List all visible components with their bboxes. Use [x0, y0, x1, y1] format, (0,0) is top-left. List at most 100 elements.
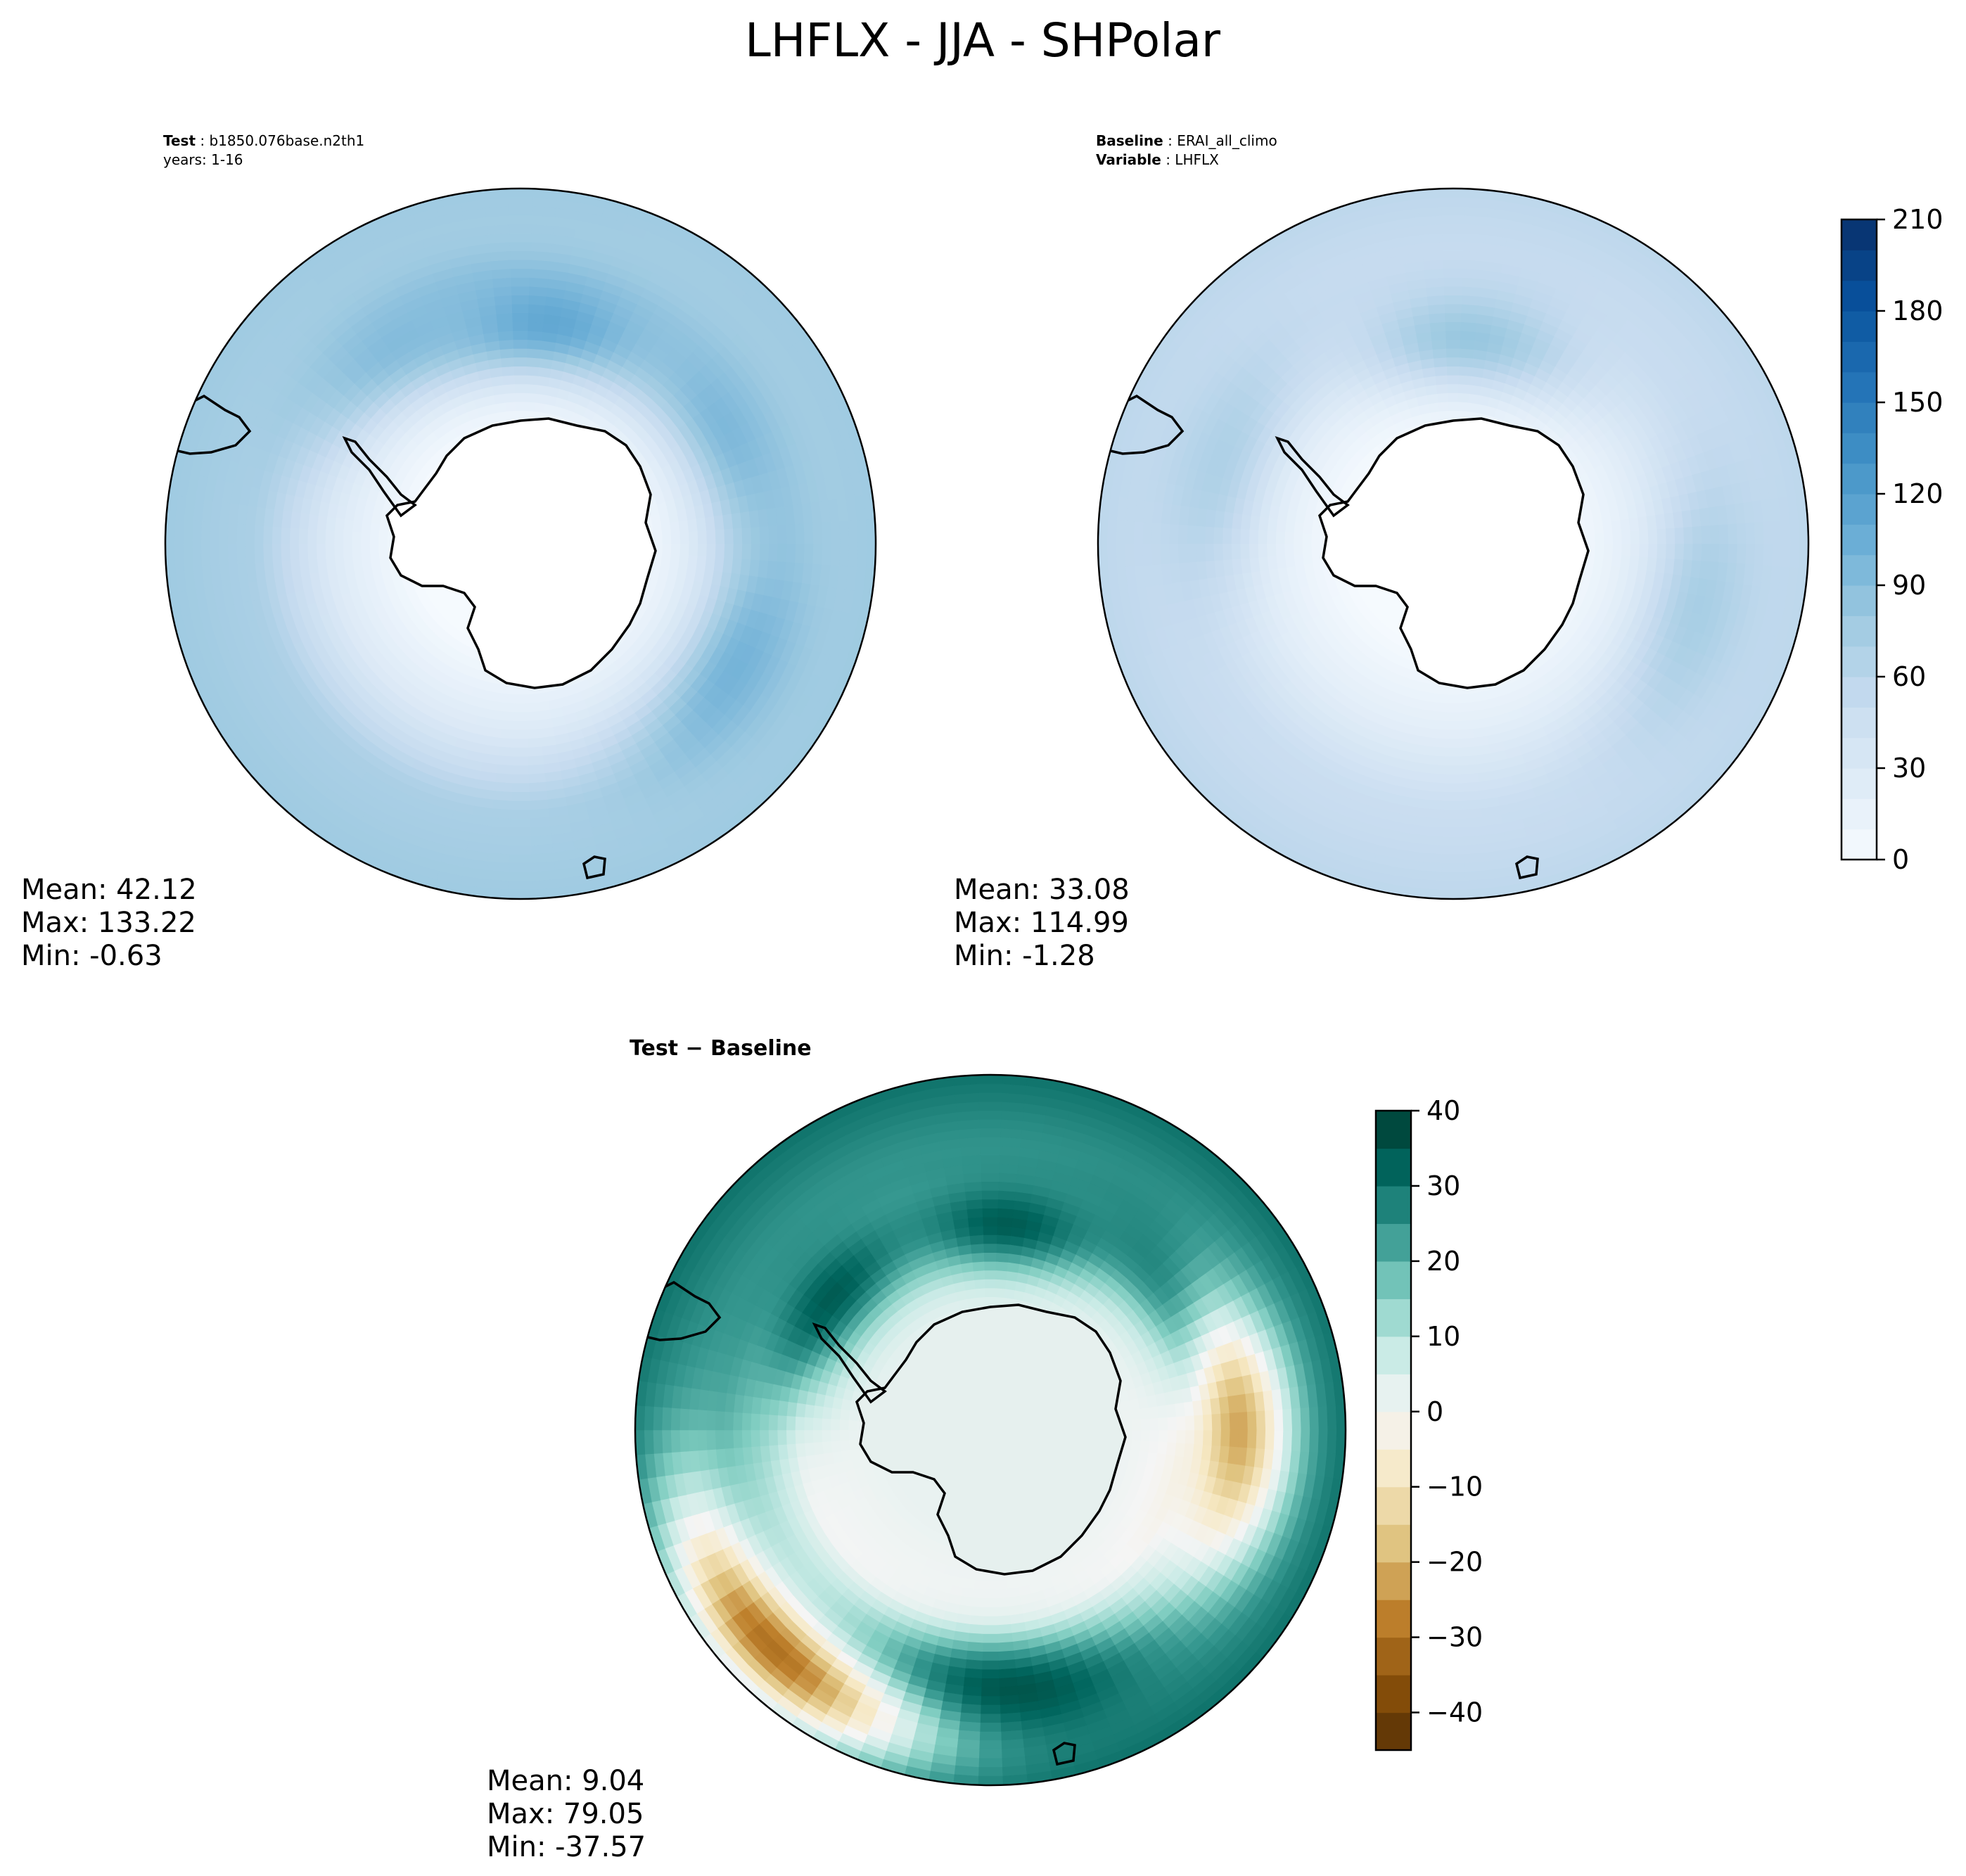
field-cell	[492, 277, 512, 288]
field-cell	[696, 556, 707, 570]
field-cell	[316, 543, 326, 559]
field-cell	[509, 241, 532, 251]
field-cell	[687, 518, 698, 532]
field-cell	[528, 303, 546, 314]
field-cell	[343, 555, 354, 569]
field-cell	[487, 233, 511, 244]
field-cell	[531, 215, 556, 226]
field-cell	[503, 383, 516, 394]
field-cell	[245, 543, 255, 563]
field-cell	[378, 533, 388, 544]
field-cell	[670, 532, 681, 544]
field-cell	[660, 553, 672, 566]
field-cell	[325, 556, 336, 572]
field-cell	[527, 339, 542, 350]
field-cell	[511, 286, 530, 296]
field-cell	[253, 525, 264, 544]
figure-title: LHFLX - JJA - SHPolar	[745, 13, 1221, 68]
field-cell	[343, 518, 354, 532]
field-cell	[525, 393, 537, 403]
field-cell	[253, 543, 264, 563]
field-cell	[289, 527, 300, 544]
field-cell	[508, 197, 533, 207]
field-cell	[227, 543, 238, 565]
test-panel: Test : b1850.076base.n2th1 years: 1-16 M…	[21, 132, 877, 972]
baseline-header-line2: Variable : LHFLX	[1096, 151, 1219, 168]
field-cell	[324, 530, 335, 544]
field-cell	[227, 523, 238, 544]
field-cell	[529, 799, 549, 810]
field-cell	[751, 526, 761, 544]
field-cell	[492, 384, 505, 395]
field-cell	[333, 530, 344, 544]
field-cell	[724, 528, 734, 544]
field-cell	[490, 826, 511, 837]
test-years-label: years: 1-16	[163, 151, 243, 168]
field-cell	[803, 543, 814, 565]
field-cell	[307, 513, 319, 530]
field-cell	[509, 836, 532, 846]
baseline-panel: Baseline : ERAI_all_climo Variable : LHF…	[954, 132, 1943, 972]
field-cell	[182, 520, 193, 544]
field-cell	[525, 702, 539, 713]
field-cell	[493, 286, 513, 297]
field-cell	[511, 783, 530, 793]
field-cell	[759, 525, 770, 544]
field-cell	[525, 374, 539, 385]
variable-header-key: Variable	[1096, 151, 1161, 168]
field-cell	[351, 543, 362, 556]
field-cell	[865, 518, 876, 544]
field-cell	[503, 694, 516, 704]
field-cell	[316, 529, 326, 544]
field-cell	[490, 817, 511, 829]
field-cell	[530, 250, 551, 262]
field-cell	[499, 729, 515, 739]
field-cell	[536, 692, 549, 703]
field-cell	[492, 692, 505, 703]
field-cell	[491, 268, 512, 279]
field-cell	[705, 556, 716, 572]
field-cell	[262, 525, 273, 544]
field-cell	[352, 554, 363, 568]
field-cell	[697, 530, 708, 544]
field-cell	[830, 543, 841, 567]
field-cell	[513, 339, 528, 349]
field-cell	[678, 554, 689, 568]
field-cell	[494, 781, 513, 793]
field-cell	[857, 543, 867, 568]
field-cell	[525, 401, 536, 412]
field-cell	[494, 393, 506, 404]
field-cell	[334, 556, 345, 570]
field-cell	[505, 401, 516, 412]
field-cell	[307, 557, 319, 574]
field-cell	[795, 523, 805, 544]
field-cell	[803, 523, 814, 544]
field-cell	[378, 543, 388, 554]
field-cell	[499, 339, 514, 350]
field-cell	[509, 233, 532, 243]
field-cell	[485, 215, 510, 226]
field-cell	[525, 694, 538, 704]
field-cell	[662, 532, 672, 544]
field-cell	[670, 521, 681, 534]
field-cell	[491, 808, 512, 819]
field-cell	[526, 711, 540, 722]
variable-header-value: LHFLX	[1175, 151, 1219, 168]
field-cell	[509, 215, 532, 225]
field-cell	[497, 746, 514, 758]
field-cell	[848, 543, 859, 568]
field-cell	[511, 792, 530, 802]
field-cell	[530, 259, 551, 271]
field-cell	[508, 189, 533, 198]
field-cell	[786, 524, 796, 544]
field-cell	[741, 527, 752, 544]
field-cell	[830, 521, 841, 544]
field-cell	[504, 684, 516, 695]
field-cell	[741, 543, 752, 561]
field-cell	[653, 533, 663, 544]
field-cell	[351, 531, 362, 544]
field-cell	[513, 739, 528, 748]
field-cell	[514, 374, 527, 385]
field-cell	[298, 543, 309, 560]
